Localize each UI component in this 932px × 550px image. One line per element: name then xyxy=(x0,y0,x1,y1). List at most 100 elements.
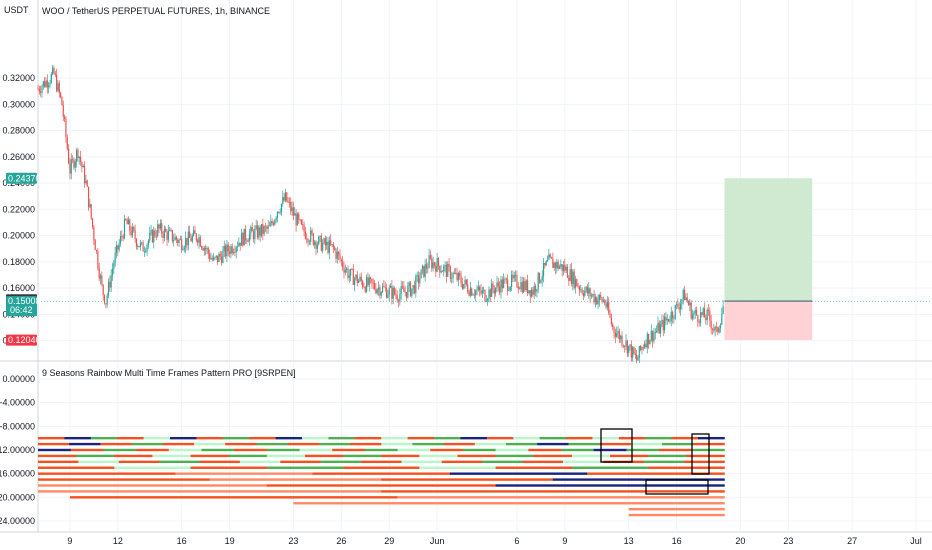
candle-body xyxy=(396,295,398,301)
candle-body xyxy=(577,286,579,288)
candle-body xyxy=(121,236,123,237)
candle-body xyxy=(516,274,518,287)
candle-body xyxy=(113,263,115,270)
candle-body xyxy=(328,240,330,253)
candle-body xyxy=(552,258,554,268)
band-segment xyxy=(522,460,564,464)
band-segment xyxy=(401,460,443,464)
band-segment xyxy=(662,442,694,446)
band-segment xyxy=(566,436,593,440)
candle-body xyxy=(235,247,237,253)
candle-body xyxy=(608,302,610,313)
candle-body xyxy=(713,328,715,331)
time-tick-label: 6 xyxy=(514,536,519,546)
band-segment xyxy=(571,466,649,469)
band-segment xyxy=(78,460,120,464)
symbol-title[interactable]: WOO / TetherUS PERPETUAL FUTURES, 1h, BI… xyxy=(42,6,271,16)
candle-body xyxy=(74,161,76,168)
candle-body xyxy=(699,312,702,323)
band-segment xyxy=(628,507,725,511)
candle-body xyxy=(282,197,284,204)
candle-body xyxy=(252,231,255,240)
candle-body xyxy=(75,149,78,162)
band-segment xyxy=(225,442,257,446)
candle-body xyxy=(379,287,381,296)
candle-body xyxy=(89,204,91,208)
candle-body xyxy=(401,286,404,288)
candle-body xyxy=(707,309,710,312)
band-segment xyxy=(449,472,588,475)
candle-body xyxy=(266,226,268,229)
candle-body xyxy=(573,271,575,288)
candle-body xyxy=(628,345,630,354)
band-segment xyxy=(419,466,496,469)
candle-body xyxy=(532,289,534,295)
candle-body xyxy=(503,279,505,288)
candle-body xyxy=(77,149,79,159)
candle-body xyxy=(268,225,271,227)
band-segment xyxy=(90,436,118,440)
time-axis[interactable]: 9 12 16 19 23 26 29 Jun 6 9 13 16 20 23 27 Jul xyxy=(67,536,921,546)
candle-body xyxy=(173,240,175,242)
band-segment xyxy=(381,478,554,481)
candle-body xyxy=(323,238,325,244)
band-segment xyxy=(332,448,366,452)
candle-body xyxy=(428,255,430,268)
indicator-title[interactable]: 9 Seasons Rainbow Multi Time Frames Patt… xyxy=(42,368,296,378)
candle-body xyxy=(413,285,416,294)
candle-body xyxy=(193,230,195,236)
candle-body xyxy=(416,275,418,277)
candle-body xyxy=(322,243,324,251)
candle-body xyxy=(179,238,181,240)
candle-body xyxy=(483,289,485,291)
position-tool[interactable] xyxy=(38,178,932,341)
candle-body xyxy=(649,340,651,345)
candle-body xyxy=(511,274,513,288)
candle-body xyxy=(569,269,571,281)
candle-body xyxy=(561,264,563,272)
candle-body xyxy=(588,288,590,294)
candle-body xyxy=(714,326,716,331)
candle-body xyxy=(147,240,150,245)
band-segment xyxy=(684,460,725,464)
band-segment xyxy=(648,466,725,469)
target-zone xyxy=(724,178,813,302)
candle-body xyxy=(665,316,667,321)
band-segment xyxy=(190,466,268,469)
candle-body xyxy=(533,285,535,295)
candle-body xyxy=(581,289,583,294)
indicator-axis[interactable]: 0.00000 -4.00000 -8.00000 -12.00000 -16.0000… xyxy=(0,374,35,526)
candle-body xyxy=(485,300,487,302)
band-segment xyxy=(486,436,514,440)
candle-body xyxy=(565,266,567,271)
candle-body xyxy=(642,347,644,349)
candle-body xyxy=(138,246,140,248)
candle-body xyxy=(600,295,602,298)
candle-body xyxy=(300,219,303,225)
candle-body xyxy=(190,237,192,242)
band-segment xyxy=(495,454,535,458)
candle-body xyxy=(602,300,605,302)
candle-body xyxy=(327,241,329,253)
candle-body xyxy=(395,294,397,296)
band-segment xyxy=(361,460,402,464)
candle-body xyxy=(683,289,686,301)
candle-body xyxy=(625,340,627,347)
band-segment xyxy=(686,454,725,458)
candle-body xyxy=(702,308,704,315)
candle-body xyxy=(375,288,377,294)
band-segment xyxy=(152,454,191,458)
candle-body xyxy=(85,180,87,184)
band-segment xyxy=(162,442,195,446)
candle-body xyxy=(562,264,565,272)
candle-body xyxy=(94,239,96,251)
candle-body xyxy=(448,263,450,267)
band-segment xyxy=(328,436,356,440)
band-segment xyxy=(691,448,725,452)
candle-body xyxy=(499,286,501,293)
candle-body xyxy=(243,228,245,246)
candle-body xyxy=(310,230,312,242)
candle-body xyxy=(312,233,314,245)
candle-body xyxy=(182,249,184,251)
candle-body xyxy=(320,235,322,251)
